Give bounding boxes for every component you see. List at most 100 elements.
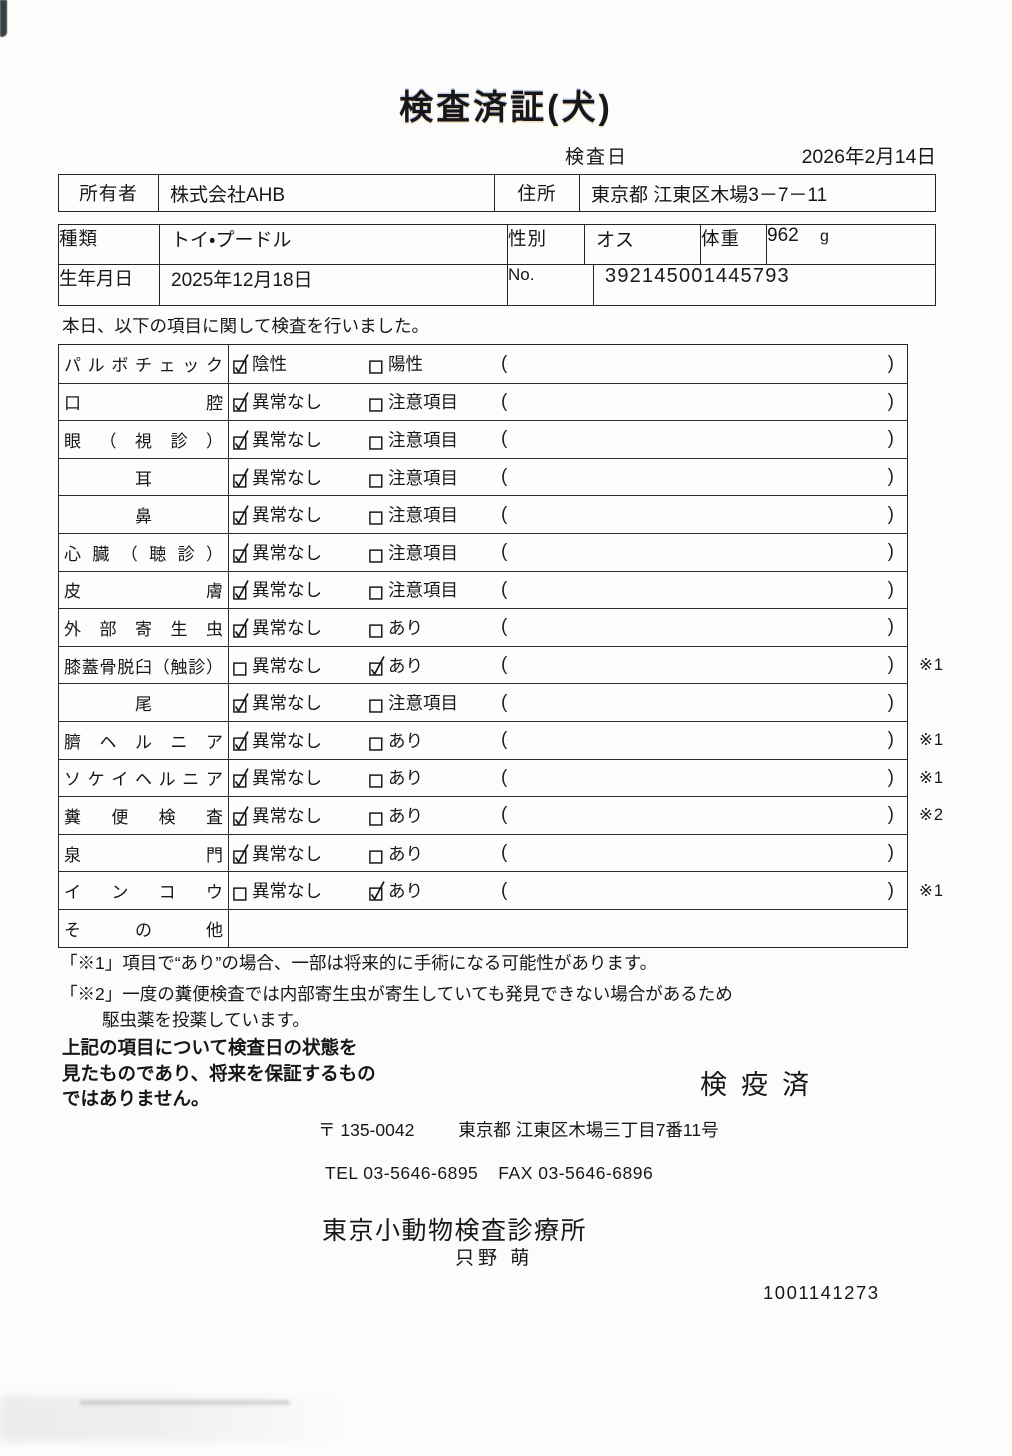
weight-value-cell: 962 g (767, 225, 935, 264)
unchecked-checkbox-icon (369, 473, 383, 488)
checklist-table: パルボチェック陰性 陽性() 口腔異常なし 注意項目() 眼（視診）異常なし 注意項目()… (58, 344, 943, 948)
remarks-paren-open: ( (501, 428, 508, 450)
checklist-result-cell: 異常なし 注意項目 () (229, 421, 907, 458)
remarks-paren-open: ( (501, 541, 508, 563)
scan-artifact-top-left (0, 0, 7, 37)
number-value: 392145001445793 (605, 265, 790, 287)
animal-info-row-1: 種類 トイ・プードル 性別 オス 体重 962 g (59, 225, 935, 265)
remarks-paren-close: ) (887, 804, 894, 826)
remarks-paren-open: ( (501, 842, 508, 864)
checkbox-option-label: 異常なし (252, 730, 322, 751)
checked-checkbox-icon (233, 806, 249, 826)
checklist-item-label-cell: パルボチェック (59, 345, 229, 383)
checklist-item-label: 口腔 (64, 394, 223, 414)
row-footnote-marker: ※1 (919, 731, 945, 750)
checklist-result-cell: 異常なし 注意項目 () (229, 384, 907, 421)
checkbox-option-label: あり (388, 617, 423, 638)
clinic-phone-line: TEL 03-5646-6895 FAX 03-5646-6896 (325, 1163, 653, 1184)
unchecked-checkbox-icon (369, 398, 383, 413)
animal-info-table: 種類 トイ・プードル 性別 オス 体重 962 g 生年月日 2025年12月1… (58, 224, 936, 306)
remarks-paren-open: ( (501, 766, 508, 788)
animal-info-row-2: 生年月日 2025年12月18日 No. 392145001445793 (59, 265, 935, 305)
unchecked-checkbox-icon (369, 774, 383, 789)
document-number: 1001141273 (763, 1282, 880, 1303)
checklist-item-label: パルボチェック (64, 356, 223, 376)
unchecked-checkbox-icon (369, 624, 383, 638)
remarks-paren-open: ( (501, 879, 508, 901)
weight-value: 962 (767, 225, 799, 246)
checklist-result-cell (229, 910, 907, 947)
disclaimer-line1: 上記の項目について検査日の状態を (62, 1037, 358, 1058)
checklist-item-label-cell: 口腔 (59, 383, 229, 421)
spacer (478, 1163, 498, 1184)
checkbox-option-checked: 陰性 (232, 351, 368, 376)
scan-artifact-bottom-smudge (0, 1396, 370, 1442)
checked-checkbox-icon (233, 392, 249, 413)
checkbox-option-label: 注意項目 (388, 580, 458, 601)
checkbox-option-label: 異常なし (252, 392, 322, 413)
checklist-item-label-cell: 泉門 (59, 834, 229, 872)
checklist-item-label-cell: 臍ヘルニア (59, 721, 229, 759)
checklist-item-label-cell: 眼（視診） (59, 421, 229, 458)
checkbox-option-label: 異常なし (252, 580, 322, 601)
footnote-2-line2: 駆虫薬を投薬しています。 (102, 1010, 310, 1030)
checklist-row: 眼（視診） 異常なし 注意項目 () (59, 420, 907, 458)
checklist-row: 心臓（聴診） 異常なし 注意項目 () (59, 532, 907, 571)
checklist-result-cell: 異常なし あり () (229, 872, 907, 909)
checkbox-option-checked: 異常なし (232, 427, 368, 452)
checklist-row: 糞便検査 異常なし あり () ※2 (59, 796, 943, 834)
clinic-name: 東京小動物検査診療所 (322, 1217, 588, 1245)
remarks-paren-open: ( (501, 804, 508, 826)
address-value: 東京都 江東区木場3－7－11 (591, 184, 828, 206)
checkbox-option: あり (368, 728, 501, 753)
footnote-2-line1: 「※2」一度の糞便検査では内部寄生虫が寄生していても発見できない場合があるため (60, 984, 733, 1004)
unchecked-checkbox-icon (369, 436, 383, 450)
checklist-item-label-cell: 耳 (59, 458, 229, 496)
remarks-paren-open: ( (501, 729, 508, 751)
checklist-result-cell: 異常なし あり () (229, 797, 907, 834)
checklist-result-cell: 陰性 陽性 () (229, 345, 907, 383)
remarks-paren-close: ) (887, 578, 894, 600)
unchecked-checkbox-icon (369, 812, 383, 826)
remarks-paren-open: ( (501, 691, 508, 713)
checklist-row: 耳 異常なし 注意項目 () (59, 457, 907, 496)
checklist-item-label-cell: インコウ (59, 872, 229, 909)
checklist-item-label-cell: 膝蓋骨脱臼（触診） (59, 646, 229, 684)
checkbox-option: 注意項目 (368, 502, 501, 527)
checkbox-option-checked: 異常なし (232, 728, 368, 753)
unchecked-checkbox-icon (233, 887, 247, 901)
checklist-item-label-cell: 糞便検査 (59, 797, 229, 834)
checkbox-option: 異常なし (232, 653, 368, 678)
checklist-row: インコウ 異常なし あり () ※1 (59, 871, 943, 909)
checkbox-option-label: 陽性 (388, 354, 423, 375)
checked-checkbox-icon (233, 731, 249, 751)
remarks-paren-close: ) (887, 466, 894, 488)
checkbox-option: あり (368, 803, 501, 828)
checked-checkbox-icon (369, 655, 385, 676)
owner-table: 所有者 株式会社AHB 住所 東京都 江東区木場3－7－11 (58, 174, 936, 212)
unchecked-checkbox-icon (369, 549, 383, 563)
unchecked-checkbox-icon (369, 360, 383, 375)
breed-value: トイ・プードル (160, 225, 508, 264)
disclaimer-line2: 見たものであり、将来を保証するもの (62, 1062, 376, 1084)
checkbox-option-label: 注意項目 (388, 542, 458, 563)
clinic-tel: TEL 03-5646-6895 (325, 1163, 479, 1183)
row-footnote-marker: ※2 (919, 806, 945, 825)
unchecked-checkbox-icon (369, 699, 383, 713)
remarks-paren-close: ) (887, 352, 894, 374)
sex-value: オス (585, 225, 701, 264)
owner-value: 株式会社AHB (159, 175, 495, 211)
checked-checkbox-icon (233, 843, 249, 864)
row-footnote-marker: ※1 (919, 656, 945, 675)
remarks-paren-close: ) (887, 503, 894, 525)
checklist-item-label: 眼（視診） (64, 431, 223, 451)
checklist-result-cell: 異常なし 注意項目 () (229, 684, 907, 721)
checkbox-option-label: 注意項目 (388, 505, 458, 526)
quarantine-passed-stamp: 検疫済 (700, 1070, 823, 1100)
checkbox-option-label: 異常なし (252, 655, 322, 676)
checked-checkbox-icon (233, 768, 249, 789)
checklist-item-label-cell: 皮膚 (59, 571, 229, 609)
checkbox-option-label: 注意項目 (388, 392, 458, 413)
checklist-row: パルボチェック 陰性 陽性 () (59, 345, 907, 383)
